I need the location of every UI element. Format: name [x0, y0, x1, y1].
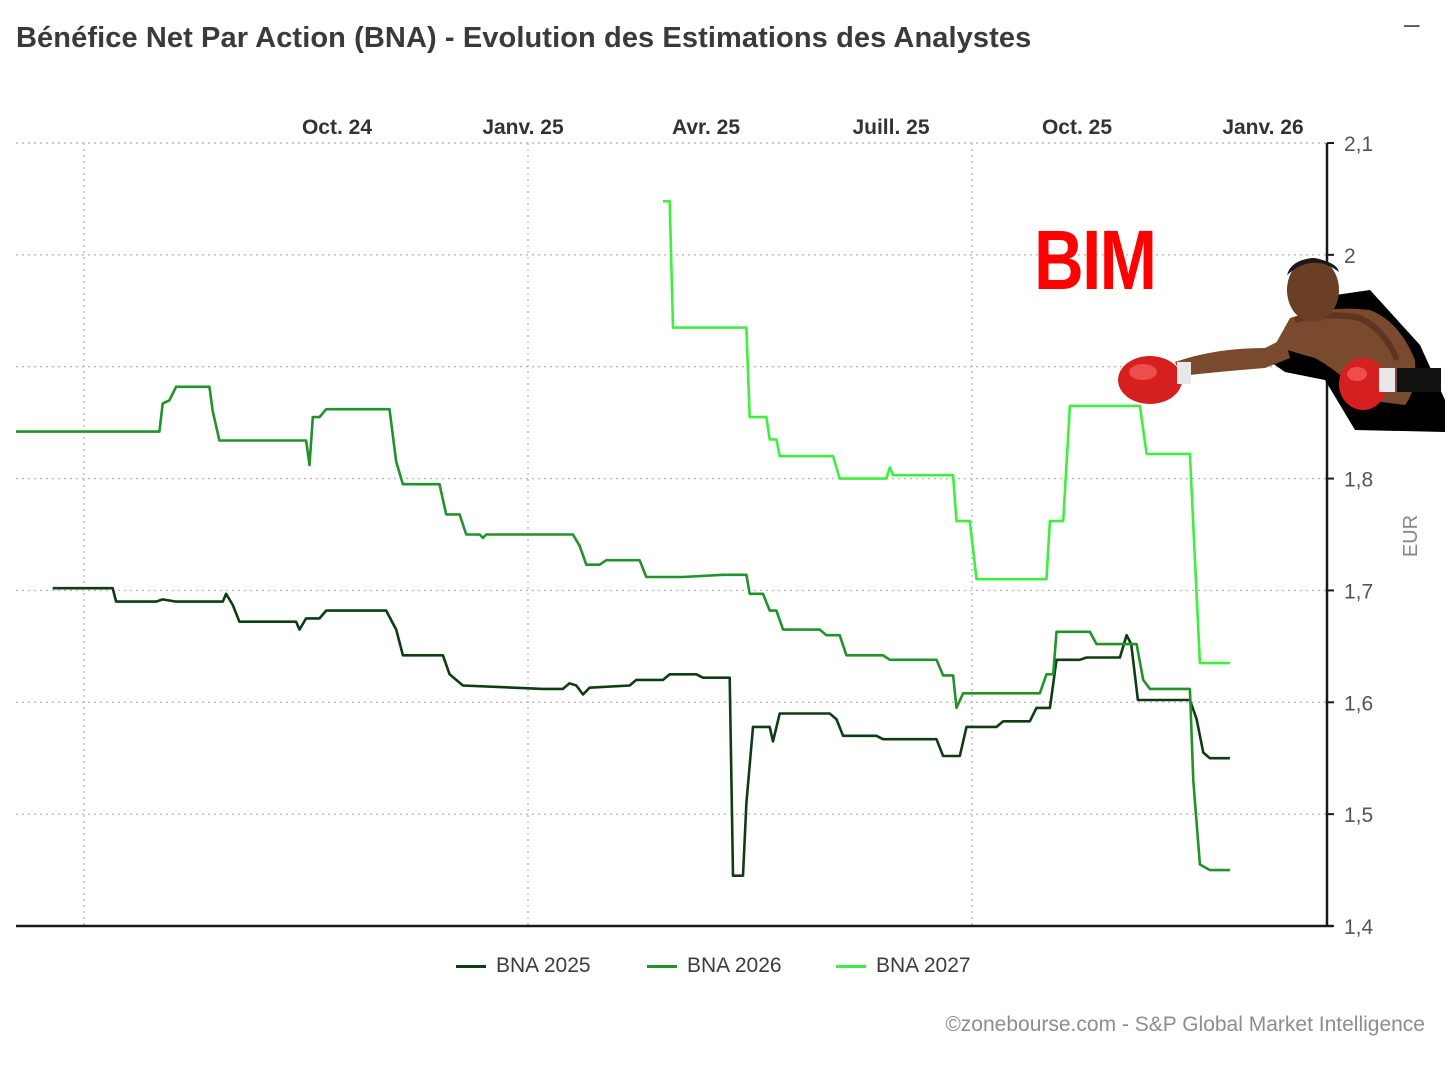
- x-tick-label: Juill. 25: [852, 116, 929, 139]
- y-tick-label: 1,6: [1344, 692, 1373, 715]
- x-tick-label: Oct. 24: [302, 116, 372, 139]
- x-tick-label: Oct. 25: [1042, 116, 1112, 139]
- y-tick-label: 1,8: [1344, 469, 1373, 492]
- boxer-image: [1118, 258, 1445, 432]
- x-axis-labels: Oct. 24 Janv. 25 Avr. 25 Juill. 25 Oct. 25 Ja…: [302, 116, 1304, 139]
- legend-label: BNA 2026: [687, 954, 782, 977]
- legend-swatch-bna-2026: [647, 964, 677, 968]
- legend-swatch-bna-2025: [456, 964, 486, 968]
- legend-label: BNA 2027: [876, 954, 971, 977]
- x-tick-label: Janv. 26: [1222, 116, 1303, 139]
- y-tick-label: 1,7: [1344, 580, 1373, 603]
- legend-item-bna-2026[interactable]: BNA 2026: [647, 954, 782, 978]
- y-tick-label: 1,4: [1344, 916, 1374, 939]
- legend: BNA 2025 BNA 2026 BNA 2027: [0, 954, 1451, 988]
- y-tick-label: 1,5: [1344, 804, 1373, 827]
- x-tick-label: Avr. 25: [672, 116, 740, 139]
- legend-label: BNA 2025: [496, 954, 591, 977]
- chart-title: Bénéfice Net Par Action (BNA) - Evolutio…: [16, 22, 1032, 54]
- minimize-icon[interactable]: –: [1404, 8, 1420, 39]
- legend-item-bna-2025[interactable]: BNA 2025: [456, 954, 591, 978]
- y-tick-label: 2,1: [1344, 133, 1373, 156]
- legend-item-bna-2027[interactable]: BNA 2027: [836, 954, 971, 978]
- y-tick-label: 2: [1344, 245, 1356, 268]
- source-credit: ©zonebourse.com - S&P Global Market Inte…: [945, 1013, 1425, 1036]
- series-lines: [16, 199, 1230, 877]
- series-bna-2026: [16, 385, 1230, 872]
- x-tick-label: Janv. 25: [482, 116, 564, 139]
- brand-text: BIM: [1034, 213, 1157, 307]
- series-bna-2027: [663, 199, 1230, 665]
- y-axis-title: EUR: [1400, 515, 1422, 557]
- series-bna-2025: [52, 586, 1230, 877]
- y-axis-labels: 2,1 2 1,8 1,7 1,6 1,5 1,4 EUR: [1344, 133, 1422, 939]
- legend-swatch-bna-2027: [836, 964, 866, 968]
